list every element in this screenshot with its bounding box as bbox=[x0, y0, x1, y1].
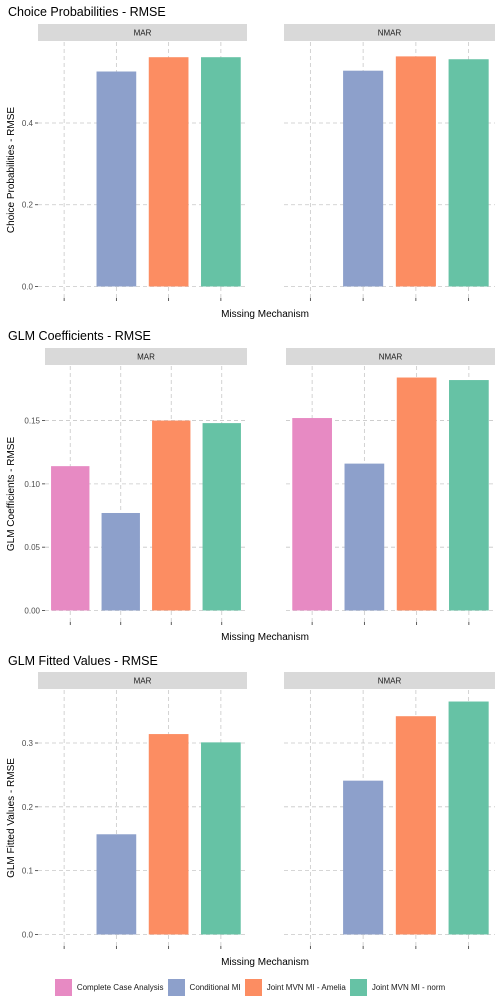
chart1-ylabel: Choice Probabilities - RMSE bbox=[6, 107, 17, 233]
legend-label-amelia: Joint MVN MI - Amelia bbox=[266, 982, 346, 992]
legend-key-complete-case bbox=[54, 978, 72, 996]
chart3-nmar-strip bbox=[284, 672, 495, 689]
chart1-xlabel: Missing Mechanism bbox=[221, 309, 309, 320]
legend-item-complete-case: Complete Case Analysis bbox=[54, 978, 164, 996]
chart2-ytick-label-0: 0.00 bbox=[24, 606, 40, 615]
legend-key-amelia bbox=[244, 978, 262, 996]
chart2-nmar-bar-joint-mvn-mi-amelia bbox=[396, 377, 437, 611]
chart1-title: Choice Probabilities - RMSE bbox=[8, 5, 166, 19]
legend-item-norm: Joint MVN MI - norm bbox=[349, 978, 446, 996]
chart3-ytick-label-2: 0.2 bbox=[22, 803, 34, 812]
chart2-nmar-bar-conditional-mi bbox=[344, 463, 385, 611]
chart2-ytick-label-2: 0.10 bbox=[24, 480, 40, 489]
chart3-mar-strip bbox=[38, 672, 247, 689]
chart1-nmar-bar-joint-mvn-mi-amelia bbox=[395, 56, 436, 287]
chart2-title: GLM Coefficients - RMSE bbox=[8, 329, 151, 343]
chart3-mar-strip-label: MAR bbox=[134, 677, 152, 686]
legend-label-norm: Joint MVN MI - norm bbox=[371, 982, 446, 992]
chart3-nmar-bar-conditional-mi bbox=[343, 780, 384, 935]
legend-key-norm bbox=[349, 978, 367, 996]
chart3-nmar-strip-label: NMAR bbox=[378, 677, 402, 686]
legend-key-conditional-mi bbox=[167, 978, 185, 996]
chart1-nmar-strip bbox=[284, 24, 495, 41]
chart1-mar-strip bbox=[38, 24, 247, 41]
chart2-xlabel: Missing Mechanism bbox=[221, 632, 309, 643]
chart3-ytick-label-1: 0.1 bbox=[22, 867, 34, 876]
chart2-mar-bar-conditional-mi bbox=[101, 512, 140, 611]
chart2-ytick-label-3: 0.15 bbox=[24, 417, 40, 426]
charts-canvas: Choice Probabilities - RMSE Choice Probab… bbox=[6, 5, 495, 968]
chart2-ytick-label-1: 0.05 bbox=[24, 543, 40, 552]
chart2-nmar-strip bbox=[286, 348, 495, 365]
chart2-nmar-bar-complete-case-analysis bbox=[292, 418, 332, 611]
legend-item-amelia: Joint MVN MI - Amelia bbox=[244, 978, 346, 996]
chart3-ytick-label-0: 0.0 bbox=[22, 930, 34, 939]
chart1-ytick-label-2: 0.4 bbox=[22, 119, 34, 128]
chart3-mar-bar-conditional-mi bbox=[96, 834, 137, 935]
chart3-ylabel: GLM Fitted Values - RMSE bbox=[6, 758, 17, 878]
chart3-nmar-bar-joint-mvn-mi-norm bbox=[448, 701, 489, 935]
chart1-mar-bar-conditional-mi bbox=[96, 71, 137, 287]
chart2-nmar-bar-joint-mvn-mi-norm bbox=[449, 380, 489, 611]
chart1-nmar-bar-conditional-mi bbox=[343, 70, 384, 287]
chart2-ylabel: GLM Coefficients - RMSE bbox=[6, 437, 17, 552]
chart2-mar-bar-joint-mvn-mi-norm bbox=[202, 423, 241, 611]
chart2-nmar-strip-label: NMAR bbox=[379, 353, 403, 362]
chart2-mar-bar-joint-mvn-mi-amelia bbox=[152, 420, 191, 611]
chart1-nmar-strip-label: NMAR bbox=[378, 29, 402, 38]
chart3-ytick-label-3: 0.3 bbox=[22, 739, 34, 748]
legend: Complete Case Analysis Conditional MI Jo… bbox=[0, 976, 500, 998]
chart3-title: GLM Fitted Values - RMSE bbox=[8, 654, 158, 668]
legend-item-conditional-mi: Conditional MI bbox=[167, 978, 241, 996]
chart1-mar-strip-label: MAR bbox=[134, 29, 152, 38]
legend-label-conditional-mi: Conditional MI bbox=[189, 982, 241, 992]
chart1-ytick-label-0: 0.0 bbox=[22, 282, 34, 291]
chart2-mar-strip-label: MAR bbox=[137, 353, 155, 362]
chart1-nmar-bar-joint-mvn-mi-norm bbox=[448, 59, 489, 287]
chart3-nmar-bar-joint-mvn-mi-amelia bbox=[395, 716, 436, 935]
chart2-mar-strip bbox=[45, 348, 247, 365]
chart3-xlabel: Missing Mechanism bbox=[221, 957, 309, 968]
chart1-ytick-label-1: 0.2 bbox=[22, 201, 34, 210]
chart3-mar-bar-joint-mvn-mi-amelia bbox=[148, 734, 189, 935]
chart3-mar-bar-joint-mvn-mi-norm bbox=[201, 742, 241, 935]
legend-label-complete-case: Complete Case Analysis bbox=[76, 982, 164, 992]
chart1-mar-bar-joint-mvn-mi-norm bbox=[201, 57, 241, 287]
chart2-mar-bar-complete-case-analysis bbox=[51, 466, 90, 611]
chart1-mar-bar-joint-mvn-mi-amelia bbox=[148, 57, 189, 287]
